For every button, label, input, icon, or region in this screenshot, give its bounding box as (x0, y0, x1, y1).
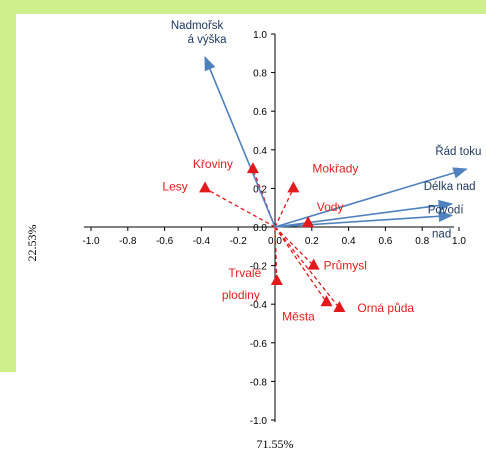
y-tick-label: 0.8 (253, 69, 267, 80)
x-tick-label: 1.0 (452, 236, 466, 247)
environment-vector (274, 210, 454, 228)
y-tick-label: -0.8 (250, 377, 268, 388)
landuse-label: Vody (317, 200, 344, 214)
y-tick-label: -0.6 (250, 339, 268, 350)
landuse-marker (333, 301, 346, 313)
landuse-line (204, 187, 276, 228)
y-tick-label: -0.4 (250, 300, 268, 311)
slide-footer-graphic (0, 372, 16, 452)
landuse-label: Křoviny (193, 157, 233, 171)
x-tick-label: 0.6 (378, 236, 392, 247)
x-tick-label: -0.8 (119, 236, 137, 247)
landuse-line (274, 226, 315, 267)
x-axis-ticks: -1.0-0.8-0.6-0.4-0.20.00.20.40.60.81.0 (82, 227, 466, 247)
y-axis-ticks: 1.00.80.60.40.20.0-0.2-0.4-0.6-0.8-1.0 (250, 30, 275, 427)
environment-labels: Nadmořsk á výška Řád toku Délka nad Povodí na… (171, 20, 481, 240)
x-tick-label: -0.2 (230, 236, 248, 247)
landuse-line (274, 226, 328, 303)
y-tick-label: -0.2 (250, 262, 268, 273)
biplot-chart: -1.0 -0.8 -0.6 -0.4 -0.2 0.0 0.2 0.4 0.6 0.8 1.0 1… (25, 20, 481, 451)
landuse-marker (320, 295, 333, 307)
y-tick-label: 0.6 (253, 107, 267, 118)
landuse-marker (246, 162, 259, 174)
landuse-marker (199, 181, 212, 193)
landuse-label: Lesy (162, 179, 187, 193)
x-axis-label: 71.55% (257, 437, 294, 451)
x-tick-label: 0.8 (415, 236, 429, 247)
landuse-label: Orná půda (357, 301, 414, 315)
x-tick-label: 0.2 (305, 236, 319, 247)
environment-vector (274, 199, 454, 228)
landuse-markers (199, 162, 346, 313)
landuse-line (274, 226, 278, 282)
x-tick-label: -0.6 (156, 236, 174, 247)
y-tick-label: -1.0 (250, 416, 268, 427)
landuse-marker (287, 181, 300, 193)
y-axis-label: 22.53% (25, 225, 39, 262)
environment-label: Nadmořsk á výška (171, 20, 227, 46)
environment-vector (274, 167, 468, 228)
environment-vector (204, 55, 276, 228)
landuse-marker (307, 258, 320, 270)
landuse-marker (270, 274, 283, 286)
landuse-label: Trvalé plodiny (222, 266, 262, 302)
environment-label: Řád toku (435, 145, 481, 158)
landuse-marker (302, 216, 315, 228)
y-tick-label: 0.4 (253, 146, 267, 157)
chart-panel: -1.0 -0.8 -0.6 -0.4 -0.2 0.0 0.2 0.4 0.6 0.8 1.0 1… (16, 14, 486, 452)
landuse-label: Mokřady (312, 161, 358, 175)
x-tick-label: -1.0 (82, 236, 100, 247)
landuse-label: Města (282, 309, 315, 323)
y-tick-label: 1.0 (253, 30, 267, 41)
landuse-line (274, 188, 294, 228)
environment-label: Délka nad (424, 181, 476, 193)
x-tick-label: 0.4 (342, 236, 356, 247)
landuse-label: Průmysl (324, 259, 367, 273)
landuse-line (274, 226, 340, 309)
environment-label: Povodí nad (428, 204, 465, 240)
y-tick-label: 0.0 (253, 223, 267, 234)
landuse-labels: Křoviny Lesy Mokřady Vody Průmysl Trvalé plodi… (162, 157, 414, 323)
x-tick-label: -0.4 (193, 236, 211, 247)
landuse-lines (204, 168, 340, 309)
